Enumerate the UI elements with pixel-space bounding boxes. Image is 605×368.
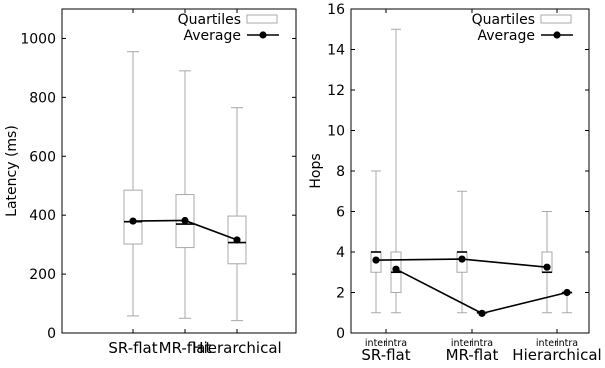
average-point [563,288,571,297]
legend-average-label: Average [184,28,242,44]
x-category-label: SR-flat [361,346,410,364]
average-point [543,263,551,271]
average-line [375,258,463,261]
legend-average-marker [553,31,561,39]
average-point [129,217,137,225]
legend-average-marker [259,31,267,39]
y-tick-label: 2 [336,286,345,302]
y-tick-label: 12 [327,83,345,99]
average-line [481,291,568,315]
x-category-label: Hierarchical [512,346,601,364]
y-tick-label: 8 [336,164,345,180]
y-axis-label: Hops [308,153,324,188]
average-point [478,309,486,317]
legend-quartiles-swatch [540,14,572,24]
y-tick-label: 16 [327,2,345,18]
y-tick-label: 200 [29,267,56,283]
y-tick-label: 0 [336,326,345,342]
plot-frame [350,8,590,334]
x-category-label: MR-flat [446,346,499,364]
x-subcategory-label: intra [556,338,578,349]
x-subcategory-label: inter [365,338,387,349]
y-tick-label: 14 [327,43,345,59]
plot-frame [61,8,297,334]
y-tick-label: 0 [47,326,56,342]
x-category-label: SR-flat [108,339,157,357]
average-point [372,256,380,264]
quartile-box [123,189,143,245]
x-subcategory-label: inter [451,338,473,349]
latency-chart: 0 200 400 600 800 1000 Latency (ms) SR-flat MR-f… [4,8,297,357]
average-point [233,236,241,244]
hops-chart: 0 2 4 6 8 10 12 14 16 Hops SR-flat MR-flat Hierarchi… [308,2,602,364]
legend-quartiles-label: Quartiles [178,12,241,28]
y-tick-label: 10 [327,124,345,140]
average-point [458,255,466,263]
x-category-label: MR-flat [159,339,212,357]
y-tick-label: 6 [336,205,345,221]
legend-quartiles-swatch [246,14,278,24]
average-line [395,268,483,315]
x-category-label: Hierarchical [192,339,281,357]
average-point [181,216,189,225]
average-line [461,258,548,268]
x-subcategory-label: intra [471,338,493,349]
y-tick-label: 600 [29,149,56,165]
y-tick-label: 4 [336,245,345,261]
x-subcategory-label: inter [536,338,558,349]
y-axis-label: Latency (ms) [4,125,20,217]
y-tick-label: 800 [29,90,56,106]
legend-average-label: Average [478,28,536,44]
x-subcategory-label: intra [385,338,407,349]
average-point [392,265,400,273]
y-tick-label: 400 [29,208,56,224]
y-tick-label: 1000 [20,31,56,47]
legend-quartiles-label: Quartiles [472,12,535,28]
